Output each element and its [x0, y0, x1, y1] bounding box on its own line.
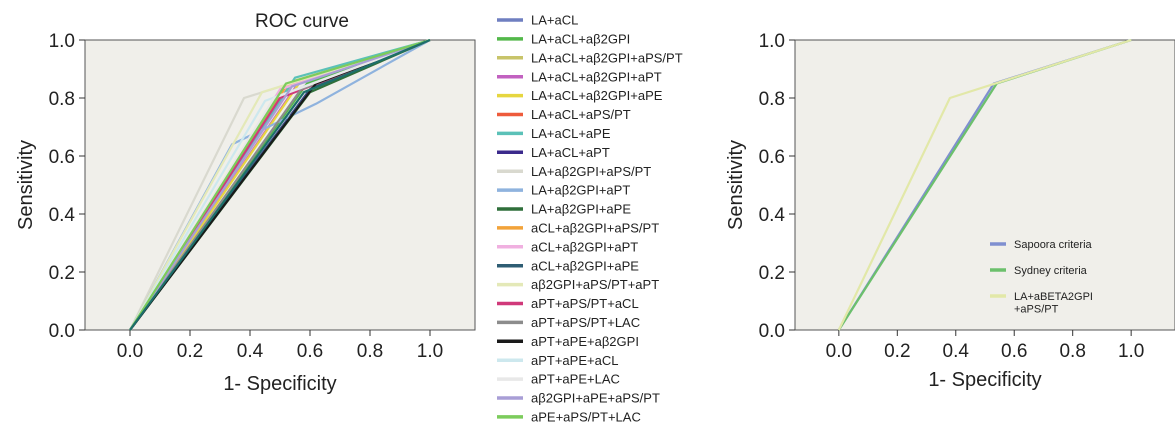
legend-label: LA+aCL+aPT [531, 145, 610, 160]
legend-item: aCL+aβ2GPI+aPS/PT [497, 220, 659, 235]
series-lines [129, 38, 431, 331]
legend-item: aPT+aPE+LAC [497, 372, 620, 387]
legend-label: aβ2GPI+aPS/PT+aPT [531, 277, 659, 292]
y-tick-label: 0.6 [759, 147, 785, 168]
x-tick-label: 1.0 [1118, 341, 1144, 362]
series-line [129, 38, 431, 331]
x-tick-label: 0.6 [1001, 341, 1027, 362]
y-tick-label: 0.4 [759, 205, 786, 226]
plot-area [84, 39, 476, 331]
x-tick-label: 0.8 [1059, 341, 1085, 362]
legend-item: LA+aCL+aβ2GPI [497, 31, 630, 46]
legend-label: aPT+aPE+aβ2GPI [531, 334, 639, 349]
legend-item: LA+aCL+aβ2GPI+aPE [497, 88, 663, 103]
legend-item: aβ2GPI+aPE+aPS/PT [497, 391, 660, 406]
x-axis-label: 1- Specificity [928, 369, 1041, 391]
legend-item: LA+aBETA2GPI +aPS/PT [990, 291, 1093, 316]
legend-label: LA+aCL+aPS/PT [531, 107, 631, 122]
y-tick-label: 0.2 [759, 263, 785, 284]
legend-label: aPT+aPE+aCL [531, 353, 618, 368]
legend-label: aCL+aβ2GPI+aPE [531, 258, 639, 273]
legend-item: LA+aCL+aPS/PT [497, 107, 631, 122]
legend-item: aPT+aPE+aβ2GPI [497, 334, 639, 349]
legend-item: LA+aβ2GPI+aPS/PT [497, 164, 651, 179]
x-axis-label: 1- Specificity [223, 373, 336, 395]
legend-item: LA+aβ2GPI+aPT [497, 183, 630, 198]
y-tick-label: 0.2 [49, 263, 75, 284]
x-tick-label: 1.0 [417, 341, 443, 362]
y-tick-label: 0.0 [49, 321, 75, 342]
y-tick-label: 1.0 [49, 31, 75, 52]
legend-label: aCL+aβ2GPI+aPT [531, 239, 638, 254]
x-tick-label: 0.8 [357, 341, 383, 362]
y-axis: 0.0 0.2 0.4 0.6 0.8 1.0 [759, 31, 795, 342]
legend-label: LA+aCL+aβ2GPI [531, 31, 630, 46]
legend-item: LA+aCL [497, 13, 578, 28]
x-tick-label: 0.0 [826, 341, 852, 362]
legend-label: Sapoora criteria [1014, 239, 1093, 251]
legend-item: Sapoora criteria [990, 239, 1093, 251]
legend-item: LA+aCL+aPT [497, 145, 610, 160]
y-tick-label: 0.6 [49, 147, 75, 168]
roc-chart-right: 1- Specificity Sensitivity 0.00.20.40.60… [725, 31, 1175, 391]
x-tick-label: 0.2 [177, 341, 203, 362]
legend-label: aPT+aPS/PT+LAC [531, 315, 640, 330]
legend-item: aβ2GPI+aPS/PT+aPT [497, 277, 659, 292]
legend-item: aPT+aPS/PT+aCL [497, 296, 639, 311]
legend-label: aPT+aPE+LAC [531, 372, 620, 387]
legend-label: LA+aβ2GPI+aPT [531, 183, 630, 198]
y-tick-label: 0.0 [759, 321, 785, 342]
chart-title: ROC curve [255, 11, 349, 32]
legend-label: aCL+aβ2GPI+aPS/PT [531, 220, 659, 235]
x-tick-label: 0.4 [237, 341, 264, 362]
legend: Sapoora criteria Sydney criteria LA+aBETA2… [990, 239, 1093, 316]
x-tick-label: 0.6 [297, 341, 323, 362]
legend-item: aCL+aβ2GPI+aPT [497, 239, 638, 254]
legend-label: aβ2GPI+aPE+aPS/PT [531, 391, 660, 406]
legend-label: LA+aBETA2GPI +aPS/PT [1014, 291, 1093, 316]
legend-item: aCL+aβ2GPI+aPE [497, 258, 639, 273]
y-tick-label: 1.0 [759, 31, 785, 52]
legend-item: aPT+aPE+aCL [497, 353, 618, 368]
legend-label: LA+aCL [531, 13, 578, 28]
legend-item: LA+aCL+aβ2GPI+aPS/PT [497, 50, 683, 65]
legend-label: aPE+aPS/PT+LAC [531, 409, 641, 424]
y-tick-label: 0.8 [759, 89, 785, 110]
legend: LA+aCL LA+aCL+aβ2GPI LA+aCL+aβ2GPI+aPS/PT L… [497, 13, 683, 424]
y-axis: 0.0 0.2 0.4 0.6 0.8 1.0 [49, 31, 85, 342]
x-axis: 0.0 0.2 0.4 0.6 0.8 1.0 [117, 330, 443, 362]
series-line [129, 38, 431, 331]
y-axis-label: Sensitivity [15, 140, 37, 230]
x-tick-label: 0.2 [884, 341, 910, 362]
x-tick-label: 0.4 [943, 341, 970, 362]
legend-item: LA+aβ2GPI+aPE [497, 202, 631, 217]
series-line [837, 38, 1132, 331]
legend-item: aPT+aPS/PT+LAC [497, 315, 640, 330]
legend-item: aPE+aPS/PT+LAC [497, 409, 641, 424]
legend-label: LA+aCL+aβ2GPI+aPT [531, 69, 662, 84]
series-line [129, 38, 431, 331]
plot-area [794, 39, 1175, 331]
x-axis: 0.0 0.2 0.4 0.6 0.8 1.0 [826, 330, 1144, 362]
legend-item: LA+aCL+aPE [497, 126, 611, 141]
legend-label: LA+aCL+aPE [531, 126, 611, 141]
y-axis-label: Sensitivity [725, 140, 747, 230]
x-tick-label: 0.0 [117, 341, 143, 362]
legend-label: Sydney criteria [1014, 265, 1088, 277]
series-lines [837, 38, 1132, 331]
y-tick-label: 0.8 [49, 89, 75, 110]
legend-label: LA+aCL+aβ2GPI+aPE [531, 88, 663, 103]
roc-chart-left: ROC curve 1- Specificity Sensitivity 0.0… [15, 11, 683, 424]
legend-label: LA+aCL+aβ2GPI+aPS/PT [531, 50, 683, 65]
legend-label: LA+aβ2GPI+aPE [531, 202, 631, 217]
legend-label: aPT+aPS/PT+aCL [531, 296, 639, 311]
legend-label: LA+aβ2GPI+aPS/PT [531, 164, 651, 179]
legend-item: Sydney criteria [990, 265, 1088, 277]
legend-item: LA+aCL+aβ2GPI+aPT [497, 69, 662, 84]
y-tick-label: 0.4 [49, 205, 76, 226]
